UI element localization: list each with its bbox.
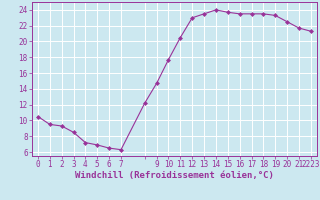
X-axis label: Windchill (Refroidissement éolien,°C): Windchill (Refroidissement éolien,°C) xyxy=(75,171,274,180)
